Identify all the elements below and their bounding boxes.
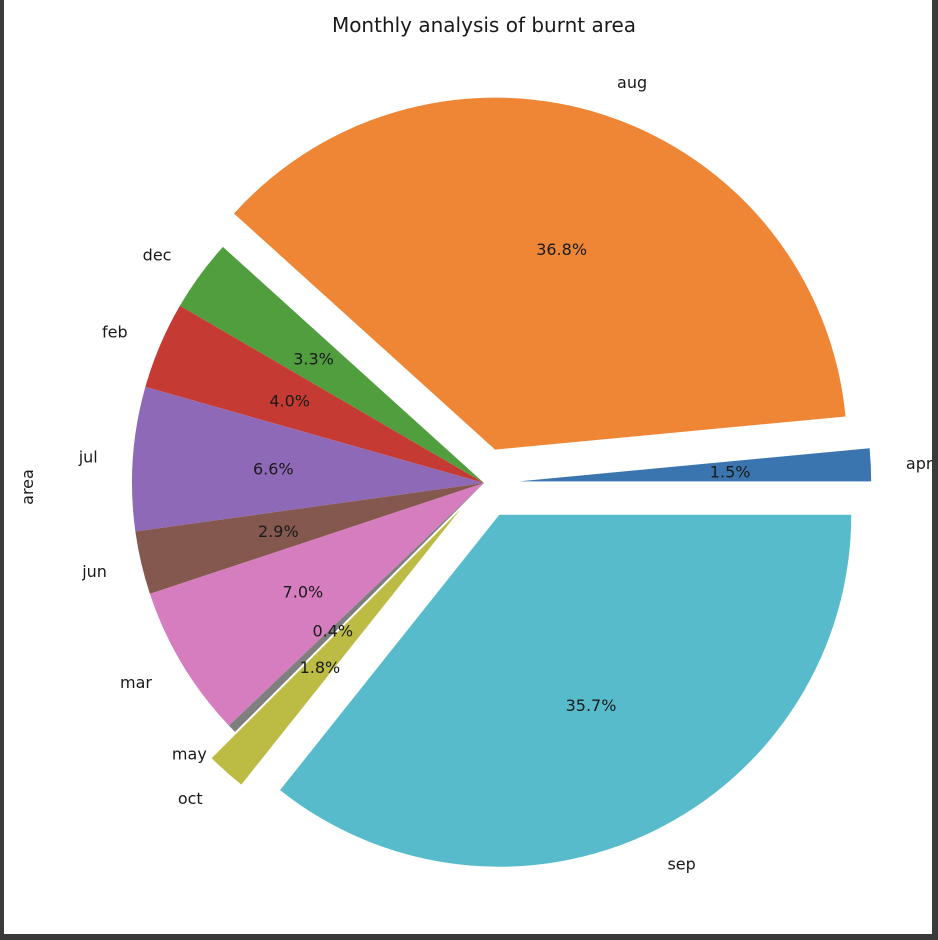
slice-label-oct: oct bbox=[178, 789, 203, 808]
pie-slice-dec bbox=[179, 246, 484, 483]
slice-percent-feb: 4.0% bbox=[269, 391, 310, 410]
slice-percent-may: 0.4% bbox=[312, 621, 353, 640]
pie-slice-oct bbox=[211, 509, 461, 785]
pie-slice-aug bbox=[233, 97, 846, 450]
slice-label-aug: aug bbox=[617, 73, 647, 92]
slice-percent-oct: 1.8% bbox=[300, 658, 341, 677]
slice-label-feb: feb bbox=[102, 322, 128, 341]
slice-percent-dec: 3.3% bbox=[293, 349, 334, 368]
slice-percent-jul: 6.6% bbox=[253, 459, 294, 478]
slice-label-mar: mar bbox=[120, 673, 152, 692]
slice-label-may: may bbox=[172, 744, 207, 763]
pie-slice-mar bbox=[149, 483, 484, 726]
slice-label-jul: jul bbox=[78, 447, 98, 466]
pie-slice-may bbox=[228, 483, 484, 732]
slice-label-dec: dec bbox=[143, 245, 172, 264]
slice-label-apr: apr bbox=[906, 454, 933, 473]
slice-percent-apr: 1.5% bbox=[710, 462, 751, 481]
pie-slices bbox=[131, 97, 872, 867]
slice-percent-jun: 2.9% bbox=[258, 522, 299, 541]
slice-labels: apr 1.5% aug 36.8% dec 3.3% feb 4.0% jul 6.6% jun 2… bbox=[78, 73, 933, 873]
slice-label-jun: jun bbox=[81, 562, 107, 581]
slice-label-sep: sep bbox=[667, 854, 695, 873]
slice-percent-mar: 7.0% bbox=[283, 583, 324, 602]
pie-slice-apr bbox=[519, 448, 872, 482]
y-axis-label: area bbox=[18, 469, 37, 505]
pie-slice-sep bbox=[280, 514, 852, 867]
pie-slice-jul bbox=[131, 386, 484, 532]
slice-percent-sep: 35.7% bbox=[566, 696, 617, 715]
pie-slice-jun bbox=[135, 483, 484, 594]
chart-title: Monthly analysis of burnt area bbox=[332, 13, 636, 37]
slice-percent-aug: 36.8% bbox=[536, 240, 587, 259]
pie-slice-feb bbox=[145, 305, 484, 483]
